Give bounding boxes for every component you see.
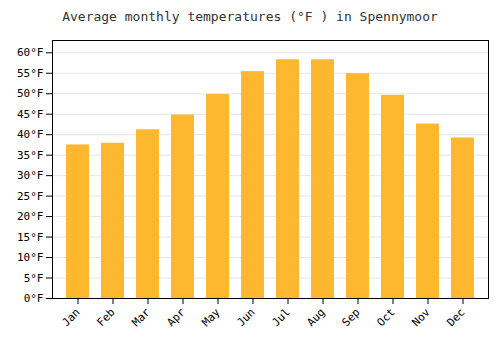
svg-text:15°F: 15°F	[17, 231, 44, 244]
svg-text:Nov: Nov	[409, 305, 433, 329]
svg-text:25°F: 25°F	[17, 190, 44, 203]
svg-text:55°F: 55°F	[17, 67, 44, 80]
svg-text:0°F: 0°F	[24, 292, 44, 305]
svg-text:Oct: Oct	[374, 306, 397, 329]
svg-text:Jan: Jan	[59, 306, 82, 329]
svg-text:Jun: Jun	[234, 306, 257, 329]
svg-text:Dec: Dec	[444, 306, 467, 329]
svg-text:35°F: 35°F	[17, 149, 44, 162]
svg-text:5°F: 5°F	[24, 272, 44, 285]
svg-text:30°F: 30°F	[17, 169, 44, 182]
svg-text:Mar: Mar	[129, 305, 153, 329]
svg-text:60°F: 60°F	[17, 46, 44, 59]
svg-text:45°F: 45°F	[17, 108, 44, 121]
svg-text:Sep: Sep	[339, 306, 362, 329]
svg-text:May: May	[199, 305, 223, 329]
svg-text:Feb: Feb	[94, 306, 117, 329]
svg-text:Apr: Apr	[164, 305, 188, 329]
svg-text:10°F: 10°F	[17, 251, 44, 264]
svg-text:Jul: Jul	[269, 306, 292, 329]
svg-text:50°F: 50°F	[17, 87, 44, 100]
svg-text:Aug: Aug	[304, 306, 327, 329]
svg-text:20°F: 20°F	[17, 210, 44, 223]
svg-text:40°F: 40°F	[17, 128, 44, 141]
html-text:Average monthly temperatures (: Average monthly temperatures (°F ) in Sp…	[62, 9, 438, 24]
